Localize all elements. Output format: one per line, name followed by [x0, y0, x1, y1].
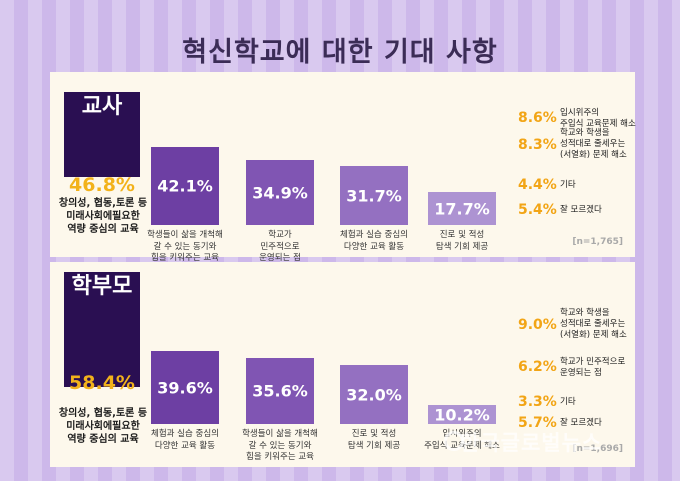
bar-value-label: 17.7% [434, 199, 490, 219]
other-answer-value: 5.4% [518, 202, 557, 218]
other-answer-text: 입시위주의 주입식 교육문제 해소 [560, 108, 636, 129]
bar-category-label: 진로 및 적성 탐색 기회 제공 [435, 230, 489, 252]
other-answer-text: 잘 모르겠다 [560, 205, 602, 215]
bar-mark: 34.9% [246, 160, 314, 225]
sample-size-label: [n=1,696] [572, 444, 623, 454]
bar-mark: 42.1% [151, 147, 219, 225]
bar-value-label: 32.0% [346, 385, 402, 405]
bar-mark: 31.7% [340, 166, 408, 225]
group-title-badge: 학부모 [64, 272, 140, 302]
bar-category-label: 체험과 실습 중심의 다양한 교육 활동 [340, 230, 408, 252]
bar-category-label: 학생들이 삶을 개척해 갈 수 있는 동기와 힘을 키워주는 교육 [242, 429, 318, 462]
teacher-panel: 교사 46.8% 창의성, 협동,토론 등 미래사회에필요한 역량 중심의 교육 42… [50, 72, 636, 263]
bar-category-label: 학생들이 삶을 개척해 갈 수 있는 동기와 힘을 키워주는 교육 [147, 230, 223, 263]
bar-value-label: 34.9% [252, 183, 308, 203]
bar-category-label: 체험과 실습 중심의 다양한 교육 활동 [151, 429, 219, 451]
bar-mark: 32.0% [340, 365, 408, 424]
bar-category-label: 창의성, 협동,토론 등 미래사회에필요한 역량 중심의 교육 [58, 198, 148, 235]
page-title: 혁신학교에 대한 기대 사항 [182, 37, 498, 68]
bar-category-label: 진로 및 적성 탐색 기회 제공 [347, 429, 401, 451]
other-answer-text: 학교와 학생을 성적대로 줄세우는 (서열화) 문제 해소 [560, 128, 627, 160]
sample-size-label: [n=1,765] [572, 237, 623, 247]
bar-value-label: 39.6% [157, 378, 213, 398]
bar-value-label: 35.6% [252, 381, 308, 401]
bar-value-label: 58.4% [69, 372, 135, 394]
bar-mark: 35.6% [246, 358, 314, 424]
other-answer-value: 3.3% [518, 394, 557, 410]
bar-value-label: 10.2% [434, 405, 490, 425]
other-answer-text: 학교와 학생을 성적대로 줄세우는 (서열화) 문제 해소 [560, 308, 627, 340]
bar-value-label: 42.1% [157, 176, 213, 196]
other-answer-text: 잘 모르겠다 [560, 418, 602, 428]
other-answer-value: 5.7% [518, 415, 557, 431]
other-answer-text: 기타 [560, 397, 576, 407]
bar-category-label: 창의성, 협동,토론 등 미래사회에필요한 역량 중심의 교육 [58, 408, 148, 445]
other-answer-text: 기타 [560, 180, 576, 190]
parent-panel: 학부모 58.4% 창의성, 협동,토론 등 미래사회에필요한 역량 중심의 교육 3… [50, 262, 635, 467]
other-answer-text: 학교가 민주적으로 운영되는 점 [560, 357, 626, 378]
bar-mark: 10.2% [428, 405, 496, 424]
bar-mark: 39.6% [151, 351, 219, 424]
bar-mark: 17.7% [428, 192, 496, 225]
bar-category-label: 학교가 민주적으로 운영되는 점 [259, 230, 301, 263]
other-answer-value: 9.0% [518, 317, 557, 333]
watermark: 한국글로벌뉴스 [460, 431, 603, 455]
group-title-badge: 교사 [64, 92, 140, 122]
bar-value-label: 31.7% [346, 186, 402, 206]
watermark-logo-icon [444, 431, 464, 451]
bar-mark [64, 122, 140, 177]
bar-value-label: 46.8% [69, 174, 135, 196]
other-answer-value: 6.2% [518, 359, 557, 375]
other-answer-value: 8.6% [518, 110, 557, 126]
other-answer-value: 4.4% [518, 177, 557, 193]
other-answer-value: 8.3% [518, 137, 557, 153]
bar-mark [64, 302, 140, 387]
